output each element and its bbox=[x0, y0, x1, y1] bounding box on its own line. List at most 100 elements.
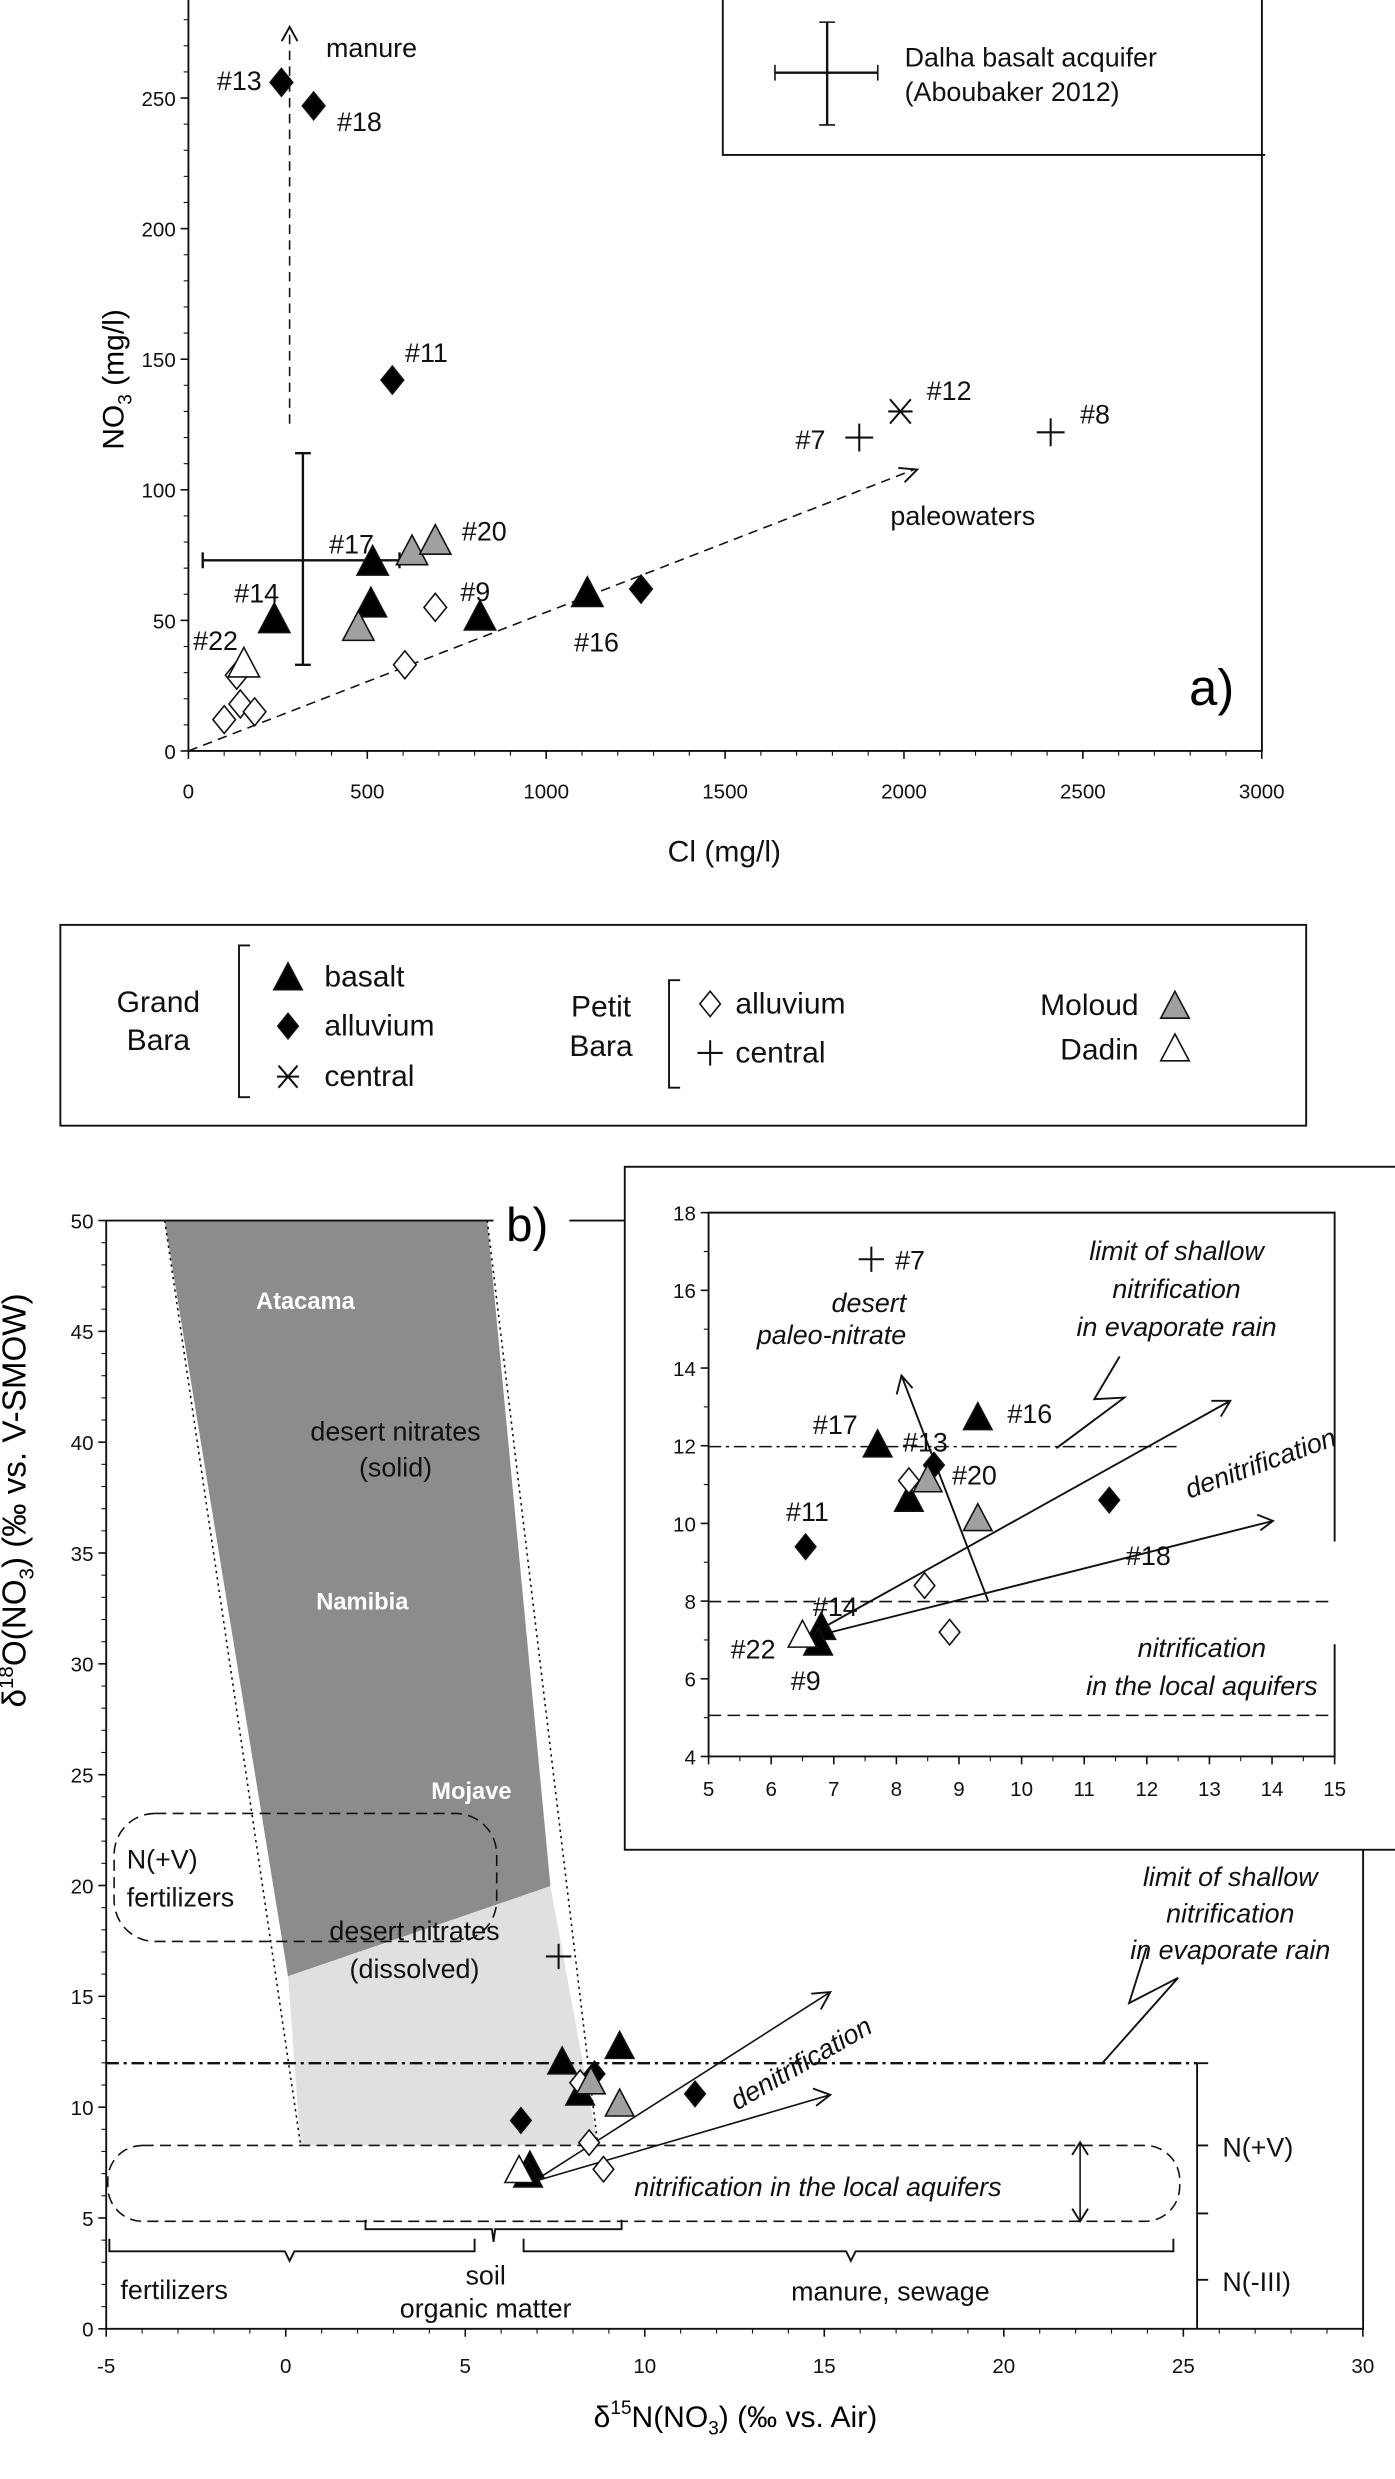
legend-petit-bara: Bara bbox=[569, 1030, 633, 1063]
label-limit-1: limit of shallow bbox=[1143, 1862, 1319, 1892]
x-tick-label: 15 bbox=[813, 2355, 836, 2378]
label-22: #22 bbox=[193, 626, 238, 656]
point-grand-bara-alluvium bbox=[1097, 1486, 1121, 1515]
point-moloud bbox=[604, 2087, 636, 2117]
legend-dadin: Dadin bbox=[1060, 1033, 1138, 1066]
y-tick-label: 14 bbox=[673, 1358, 696, 1381]
label-20: #20 bbox=[462, 517, 507, 547]
panel-a-chart: 0 500 1000 1500 2000 2500 3000050100150200250 … bbox=[98, 0, 1285, 869]
label-limit-3: in evaporate rain bbox=[1130, 1935, 1330, 1965]
point-grand-bara-basalt bbox=[862, 1428, 894, 1458]
x-tick-label: 8 bbox=[891, 1778, 902, 1801]
point-dadin bbox=[786, 1618, 819, 1648]
y-tick-label: 10 bbox=[71, 2097, 94, 2120]
nitrification-local-zone bbox=[106, 2144, 1181, 2223]
label-7: #7 bbox=[796, 425, 826, 455]
label-desert-dissolved-1: desert nitrates bbox=[329, 1916, 499, 1946]
inset-limit-2: nitrification bbox=[1112, 1274, 1240, 1304]
y-tick-label: 250 bbox=[141, 88, 175, 111]
y-tick-label: 12 bbox=[673, 1436, 696, 1459]
annotation-manure: manure bbox=[326, 33, 417, 63]
point-grand-bara-basalt bbox=[463, 598, 497, 631]
x-tick-label: 12 bbox=[1135, 1778, 1158, 1801]
legend-pb-alluvium: alluvium bbox=[735, 987, 845, 1020]
point-petit-bara-alluvium bbox=[938, 1618, 961, 1647]
inset-label-13: #13 bbox=[903, 1427, 948, 1457]
y-tick-label: 10 bbox=[673, 1513, 696, 1536]
y-tick-label: 200 bbox=[141, 219, 175, 242]
y-tick-label: 40 bbox=[71, 1432, 94, 1455]
x-tick-label: 9 bbox=[953, 1778, 964, 1801]
point-petit-bara-central bbox=[545, 1943, 572, 1970]
y-tick-label: 100 bbox=[141, 480, 175, 503]
label-12: #12 bbox=[927, 376, 972, 406]
label-nitrification-local: nitrification in the local aquifers bbox=[634, 2172, 1001, 2202]
inset-label-14: #14 bbox=[813, 1592, 858, 1622]
x-tick-label: 5 bbox=[703, 1778, 714, 1801]
panel-b-inset: 5 6 7 8 9 10 11 12 13 14 15 4 6 8 10 12 14 16 18 desert pa… bbox=[623, 1165, 1395, 1851]
label-n-plus-v: N(+V) bbox=[1222, 2132, 1293, 2162]
point-petit-bara-alluvium bbox=[577, 2128, 601, 2157]
point-petit-bara-central bbox=[858, 1246, 884, 1272]
inset-label-7: #7 bbox=[895, 1246, 925, 1276]
inset-label-17: #17 bbox=[813, 1410, 858, 1440]
y-tick-label: 5 bbox=[82, 2208, 93, 2231]
legend-gb-alluvium: alluvium bbox=[324, 1010, 434, 1043]
legend-marker-moloud bbox=[1159, 989, 1191, 1019]
x-tick-label: 30 bbox=[1351, 2355, 1374, 2378]
point-grand-bara-alluvium bbox=[509, 2106, 533, 2135]
inset-label-22: #22 bbox=[731, 1634, 776, 1664]
inset-label-16: #16 bbox=[1007, 1399, 1052, 1429]
label-fertilizers-zone: fertilizers bbox=[127, 1883, 234, 1913]
label-fertilizers: fertilizers bbox=[120, 2275, 227, 2305]
point-grand-bara-alluvium bbox=[269, 67, 294, 98]
legend-gb-basalt: basalt bbox=[324, 961, 405, 994]
legend-marker-gb-alluvium bbox=[276, 1012, 300, 1040]
point-grand-bara-basalt bbox=[257, 601, 292, 634]
x-tick-label: 20 bbox=[992, 2355, 1015, 2378]
point-grand-bara-basalt bbox=[962, 1401, 994, 1431]
y-tick-label: 50 bbox=[71, 1210, 94, 1233]
y-tick-label: 0 bbox=[82, 2319, 93, 2342]
point-petit-bara-alluvium bbox=[211, 704, 237, 735]
y-tick-label: 50 bbox=[153, 610, 176, 633]
inset-label-20: #20 bbox=[952, 1461, 997, 1491]
paleowaters-arrow bbox=[188, 468, 915, 752]
inset-label-18: #18 bbox=[1126, 1541, 1171, 1571]
denitrification-arrows bbox=[532, 1990, 833, 2183]
legend-gb-central: central bbox=[324, 1060, 414, 1093]
x-tick-label: 500 bbox=[350, 780, 384, 803]
label-desert-dissolved-2: (dissolved) bbox=[350, 1954, 480, 1984]
label-organic-matter: organic matter bbox=[400, 2294, 572, 2324]
x-tick-label: 14 bbox=[1261, 1778, 1284, 1801]
manure-arrow-head bbox=[280, 24, 299, 42]
point-petit-bara-central bbox=[845, 423, 874, 452]
x-tick-label: 0 bbox=[183, 780, 194, 803]
label-8: #8 bbox=[1080, 400, 1110, 430]
inset-nitrification-1: nitrification bbox=[1138, 1633, 1266, 1663]
point-petit-bara-central bbox=[1036, 418, 1065, 447]
label-13: #13 bbox=[217, 66, 262, 96]
label-desert-solid-2: (solid) bbox=[359, 1453, 432, 1483]
label-namibia: Namibia bbox=[316, 1589, 409, 1615]
point-grand-bara-basalt bbox=[570, 575, 605, 608]
label-16: #16 bbox=[574, 627, 619, 657]
x-tick-label: 25 bbox=[1172, 2355, 1195, 2378]
x-tick-label: 10 bbox=[1010, 1778, 1033, 1801]
point-moloud bbox=[575, 2065, 607, 2095]
paleowaters-arrow-head bbox=[898, 467, 920, 483]
label-11: #11 bbox=[405, 338, 448, 368]
y-tick-label: 0 bbox=[164, 741, 175, 764]
label-soil: soil bbox=[465, 2261, 505, 2291]
x-tick-label: 10 bbox=[633, 2355, 656, 2378]
label-14: #14 bbox=[234, 578, 279, 608]
nitrification-range-arrow bbox=[1071, 2140, 1089, 2224]
x-tick-label: 11 bbox=[1074, 1778, 1095, 1801]
point-grand-bara-basalt bbox=[546, 2045, 578, 2075]
x-tick-label: 5 bbox=[460, 2355, 471, 2378]
panel-b-ylabel: δ18O(NO3) (‰ vs. V-SMOW) bbox=[0, 1293, 38, 1707]
error-bar-legend: Dalha basalt acquifer (Aboubaker 2012) bbox=[721, 0, 1266, 156]
y-tick-label: 20 bbox=[71, 1875, 94, 1898]
legend-petit: Petit bbox=[571, 991, 632, 1024]
point-grand-bara-alluvium bbox=[628, 573, 654, 605]
